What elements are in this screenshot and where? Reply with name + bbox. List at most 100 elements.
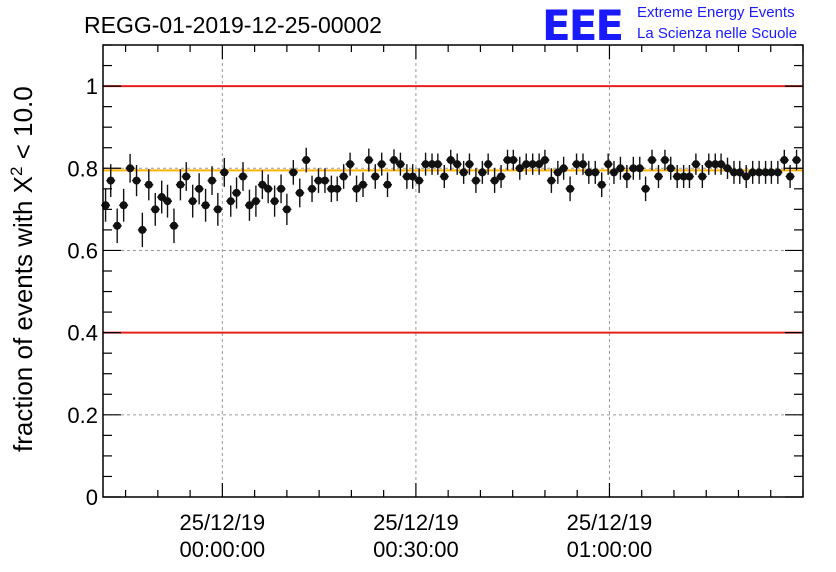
data-point bbox=[679, 172, 688, 181]
data-point bbox=[126, 164, 135, 173]
data-point bbox=[195, 184, 204, 193]
data-point bbox=[654, 172, 663, 181]
data-point bbox=[616, 164, 625, 173]
data-point bbox=[359, 180, 367, 189]
data-point bbox=[169, 221, 178, 230]
data-point bbox=[547, 176, 556, 185]
data-point bbox=[597, 180, 606, 189]
data-point bbox=[208, 176, 217, 185]
data-point bbox=[157, 193, 166, 202]
y-axis-label-main: fraction of events with X bbox=[8, 176, 38, 452]
data-point bbox=[497, 172, 506, 181]
data-point bbox=[748, 168, 757, 177]
y-tick-label: 0.2 bbox=[67, 403, 98, 428]
data-point bbox=[503, 156, 512, 165]
data-point bbox=[415, 176, 424, 185]
data-point bbox=[515, 164, 524, 173]
data-point bbox=[132, 176, 141, 185]
data-point bbox=[528, 160, 537, 169]
data-point bbox=[591, 168, 600, 177]
data-point bbox=[320, 176, 329, 185]
data-point bbox=[371, 172, 380, 181]
x-tick-label-date: 25/12/19 bbox=[567, 510, 653, 535]
data-point bbox=[535, 160, 544, 169]
data-point bbox=[402, 172, 411, 181]
data-point bbox=[433, 160, 442, 169]
data-point bbox=[220, 168, 229, 177]
data-point bbox=[729, 168, 738, 177]
y-tick-label: 0 bbox=[86, 485, 98, 510]
data-point bbox=[182, 172, 191, 181]
data-point bbox=[572, 160, 581, 169]
logo-line-2: La Scienza nelle Scuole bbox=[637, 25, 797, 42]
data-point bbox=[377, 160, 386, 169]
data-point bbox=[666, 164, 675, 173]
y-tick-label: 0.4 bbox=[67, 321, 98, 346]
data-point bbox=[106, 176, 115, 185]
plot-frame bbox=[102, 44, 804, 498]
plot-area: 00.20.40.60.8125/12/1900:00:0025/12/1900… bbox=[67, 44, 804, 562]
data-point bbox=[648, 156, 657, 165]
data-point bbox=[327, 184, 336, 193]
data-point bbox=[232, 188, 241, 197]
data-point bbox=[685, 172, 694, 181]
x-tick-label-time: 00:00:00 bbox=[180, 537, 266, 562]
data-point bbox=[383, 180, 392, 189]
data-point bbox=[270, 197, 279, 206]
data-point bbox=[755, 168, 764, 177]
x-tick-label-date: 25/12/19 bbox=[373, 510, 459, 535]
data-point bbox=[408, 172, 417, 181]
logo-line-1: Extreme Energy Events bbox=[637, 4, 795, 21]
data-point bbox=[704, 160, 713, 169]
data-point bbox=[660, 156, 669, 165]
data-point bbox=[471, 176, 480, 185]
data-point bbox=[484, 160, 493, 169]
x-tick-label-time: 00:30:00 bbox=[373, 537, 459, 562]
data-point bbox=[314, 176, 323, 185]
data-point bbox=[673, 172, 682, 181]
data-point bbox=[635, 164, 644, 173]
data-point bbox=[723, 164, 732, 173]
data-point bbox=[364, 156, 373, 165]
data-point bbox=[302, 156, 311, 165]
x-tick-label-time: 01:00:00 bbox=[567, 537, 653, 562]
data-point bbox=[579, 160, 587, 169]
data-point bbox=[258, 180, 267, 189]
data-point bbox=[119, 201, 128, 210]
data-point bbox=[251, 197, 260, 206]
data-point bbox=[711, 160, 720, 169]
run-title: REGG-01-2019-12-25-00002 bbox=[84, 12, 382, 38]
data-point bbox=[742, 172, 751, 181]
data-point bbox=[622, 172, 631, 181]
data-point bbox=[609, 168, 618, 177]
x-tick-label-date: 25/12/19 bbox=[180, 510, 266, 535]
data-point bbox=[540, 156, 549, 165]
data-point bbox=[773, 168, 782, 177]
data-point bbox=[239, 172, 247, 181]
data-point bbox=[698, 172, 707, 181]
data-point bbox=[339, 172, 348, 181]
data-point bbox=[213, 205, 222, 214]
data-point bbox=[396, 160, 405, 169]
data-point bbox=[428, 160, 437, 169]
data-point bbox=[459, 168, 468, 177]
data-point bbox=[792, 156, 801, 165]
data-point bbox=[352, 184, 361, 193]
data-point bbox=[780, 156, 789, 165]
eee-logo: EEE Extreme Energy Events La Scienza nel… bbox=[542, 1, 797, 50]
data-point bbox=[786, 172, 795, 181]
data-point bbox=[509, 156, 518, 165]
data-point bbox=[584, 168, 593, 177]
data-point bbox=[188, 197, 197, 206]
data-point bbox=[113, 221, 122, 230]
y-axis-label-superscript: 2 bbox=[7, 167, 26, 176]
data-point bbox=[566, 184, 575, 193]
data-point bbox=[138, 225, 147, 234]
data-point bbox=[421, 160, 430, 169]
data-point bbox=[465, 160, 474, 169]
y-axis-label: fraction of events with X2 < 10.0 bbox=[7, 86, 38, 452]
data-point bbox=[559, 164, 568, 173]
data-point bbox=[289, 168, 298, 177]
data-point bbox=[277, 184, 286, 193]
